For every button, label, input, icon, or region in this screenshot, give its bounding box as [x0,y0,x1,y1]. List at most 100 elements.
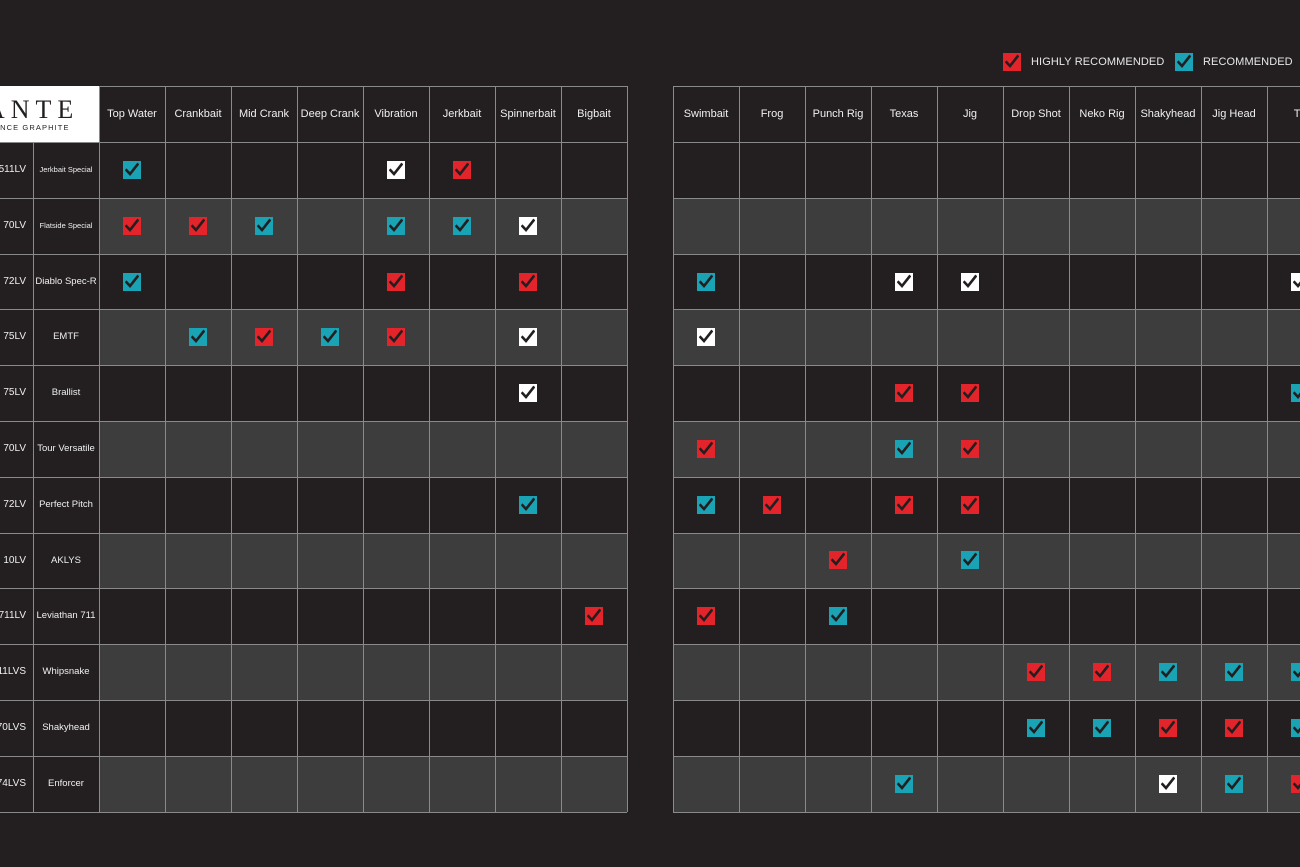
legend-recommended: RECOMMENDED [1175,53,1293,71]
grid-hline [673,588,1300,589]
recommended-check-icon [829,607,847,625]
highly-recommended-check-icon [1225,719,1243,737]
recommended-check-icon [1291,384,1300,402]
recommended-check-icon [961,551,979,569]
legend-highly-recommended-label: HIGHLY RECOMMENDED [1031,56,1165,68]
grid-hline [0,198,627,199]
column-header: Deep Crank [300,108,360,120]
highly-recommended-check-icon [895,384,913,402]
rod-model-code: 72LV [3,275,26,287]
rod-model-name: Flatside Special [39,220,93,230]
highly-recommended-check-icon [189,217,207,235]
white-check-icon [1159,775,1177,793]
recommended-check-icon [1159,663,1177,681]
row-band [673,532,1300,589]
logo-text: ANTE [0,95,80,124]
row-band [673,309,1300,366]
column-header: Mid Crank [238,108,290,120]
grid-hline [673,365,1300,366]
grid-vline [1069,86,1070,812]
grid-hline [673,309,1300,310]
grid-hline [673,533,1300,534]
column-header: Jig [962,108,978,120]
column-header: Swimbait [683,108,729,120]
highly-recommended-check-icon [1027,663,1045,681]
rod-model-name: Shakyhead [42,722,90,733]
grid-hline [0,365,627,366]
recommended-check-icon [1291,719,1300,737]
highly-recommended-check-icon [961,384,979,402]
column-header: Crankbait [174,108,222,120]
grid-hline [673,421,1300,422]
grid-hline [0,644,627,645]
legend-red-checkbox-icon [1003,53,1021,71]
grid-hline [673,198,1300,199]
grid-hline [673,756,1300,757]
grid-hline [0,756,627,757]
highly-recommended-check-icon [697,607,715,625]
grid-hline [673,477,1300,478]
white-check-icon [519,384,537,402]
rod-model-name: Enforcer [48,777,84,789]
recommended-check-icon [453,217,471,235]
grid-vline [1201,86,1202,812]
column-header: Top Water [107,108,157,120]
grid-hline [0,254,627,255]
grid-vline [627,86,628,812]
recommended-check-icon [697,273,715,291]
grid-vline [673,86,674,812]
highly-recommended-check-icon [1291,775,1300,793]
rod-model-name: Whipsnake [42,666,90,678]
highly-recommended-check-icon [585,607,603,625]
column-header: Bigbait [577,108,611,120]
white-check-icon [519,217,537,235]
highly-recommended-check-icon [387,328,405,346]
grid-vline [297,86,298,812]
grid-hline [673,700,1300,701]
rod-model-name: Jerkbait Special [39,165,93,174]
grid-vline [33,142,34,812]
rod-model-name: Tour Versatile [37,443,95,454]
recommended-check-icon [255,217,273,235]
grid-hline [0,142,627,143]
highly-recommended-check-icon [255,328,273,346]
column-header: Texas [889,108,919,120]
white-check-icon [895,273,913,291]
grid-hline [0,812,627,813]
grid-hline [673,254,1300,255]
grid-vline [99,86,100,812]
rod-model-code: 70LV [3,443,26,454]
grid-hline [0,309,627,310]
highly-recommended-check-icon [961,440,979,458]
recommended-check-icon [519,496,537,514]
rod-model-code: 511LV [0,164,26,175]
rod-model-code: 11LVS [0,666,26,678]
column-header: Drop Shot [1011,108,1061,120]
grid-hline [673,644,1300,645]
rod-model-name: Perfect Pitch [39,498,93,510]
grid-vline [871,86,872,812]
grid-hline [673,142,1300,143]
grid-vline [805,86,806,812]
white-check-icon [961,273,979,291]
logo-subtext: ANCE GRAPHITE [0,123,70,132]
grid-vline [231,86,232,812]
legend-highly-recommended: HIGHLY RECOMMENDED [1003,53,1164,71]
column-header: Punch Rig [812,108,864,120]
recommended-check-icon [387,217,405,235]
grid-vline [495,86,496,812]
recommended-check-icon [895,440,913,458]
rod-model-code: 711LV [0,610,26,622]
column-header: Spinnerbait [500,108,556,120]
rod-model-code: 70LV [3,219,26,231]
highly-recommended-check-icon [763,496,781,514]
grid-hline [0,588,627,589]
grid-hline [0,421,627,422]
rod-model-code: 75LV [3,387,26,399]
recommended-check-icon [321,328,339,346]
grid-vline [165,86,166,812]
rod-model-code: 72LV [3,498,26,510]
legend-teal-checkbox-icon [1175,53,1193,71]
rod-model-code: 70LVS [0,722,26,733]
